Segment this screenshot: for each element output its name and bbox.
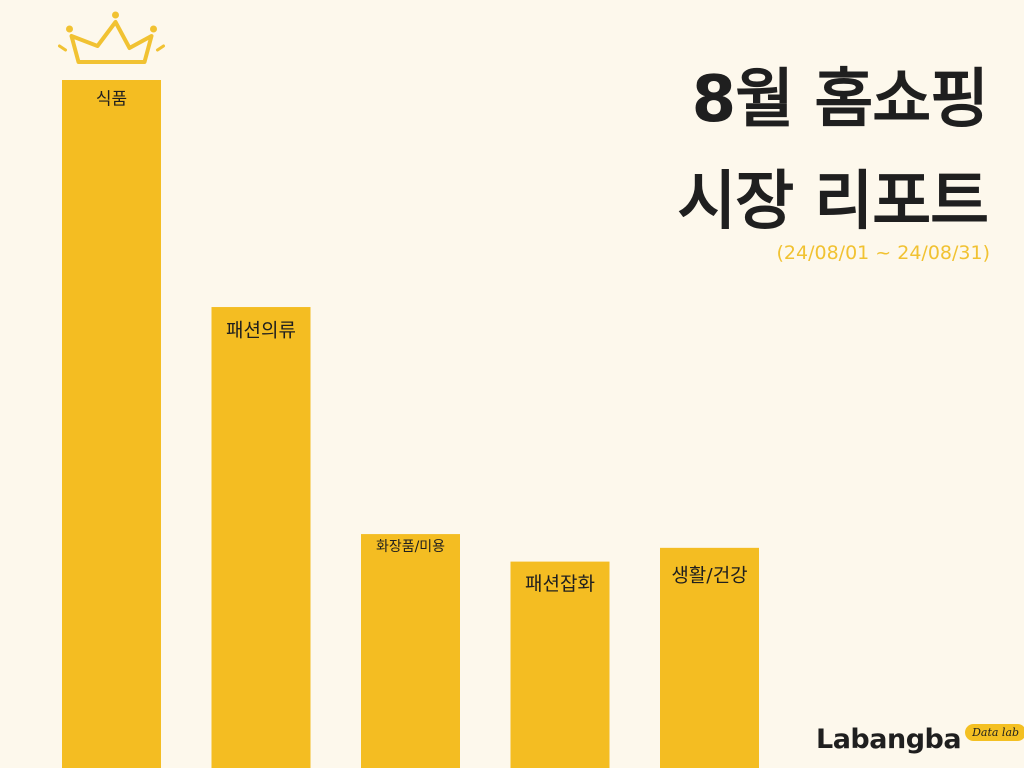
- bar-label-2: 패션의류: [226, 320, 296, 342]
- bar-4: [510, 561, 610, 768]
- date-range-subtitle: (24/08/01 ~ 24/08/31): [776, 242, 991, 264]
- bar-label-5: 생활/건강: [671, 564, 747, 586]
- labangba-logo: Labangba Data lab: [816, 714, 1024, 764]
- page-title-line-1: 8월 홈쇼핑: [691, 63, 989, 137]
- crown-icon: [58, 11, 165, 64]
- bar-label-4: 패션잡화: [525, 573, 595, 595]
- bar-5: [660, 547, 759, 768]
- bar-label-1: 식품: [96, 90, 127, 110]
- bar-2: [211, 307, 311, 768]
- logo-wordmark: Labangba: [816, 723, 962, 755]
- page-title-line-2: 시장 리포트: [677, 165, 989, 239]
- bar-1: [62, 80, 161, 768]
- bar-label-3: 화장품/미용: [376, 539, 445, 555]
- bar-3: [361, 534, 460, 768]
- logo-tag: Data lab: [965, 723, 1024, 741]
